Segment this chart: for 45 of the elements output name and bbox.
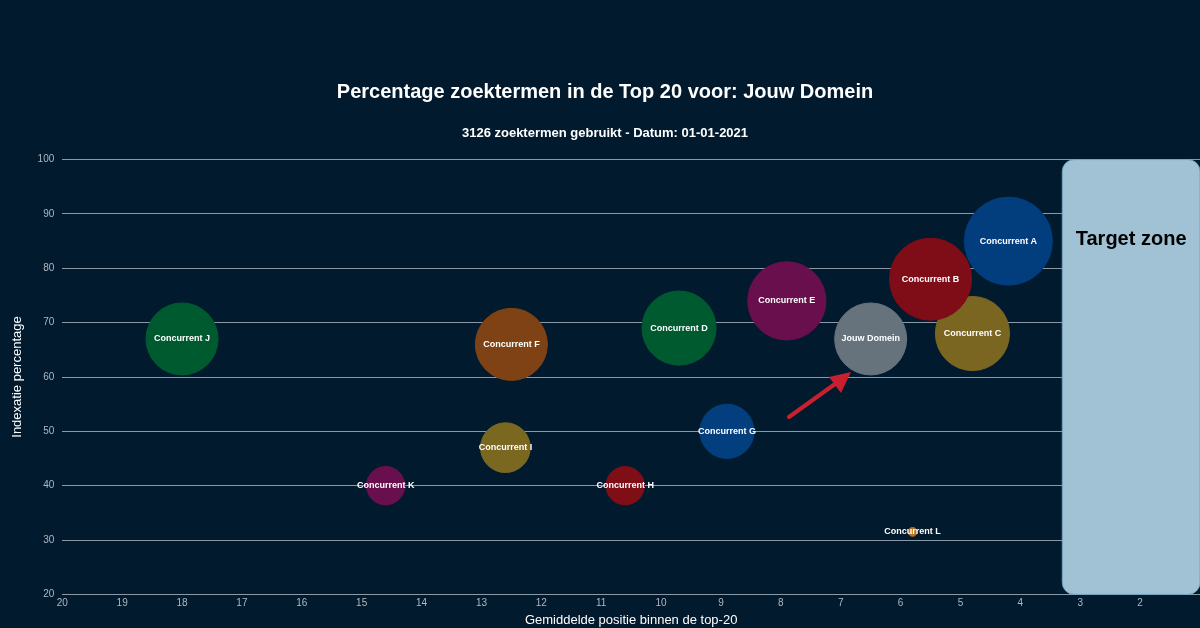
x-tick-label: 3 [1077, 597, 1084, 609]
x-tick-label: 18 [176, 597, 189, 609]
series-label: Concurrent E [758, 295, 816, 306]
series-label: Concurrent D [650, 322, 709, 333]
y-tick-label: 80 [43, 262, 55, 274]
x-tick-label: 12 [535, 597, 548, 609]
x-tick-label: 14 [416, 597, 428, 609]
y-tick-label: 30 [43, 533, 55, 545]
x-tick-label: 11 [596, 597, 607, 609]
x-tick-label: 19 [116, 597, 129, 609]
y-tick-label: 50 [43, 425, 55, 437]
y-axis-title: Indexatie percentage [9, 316, 25, 438]
x-axis-title: Gemiddelde positie binnen de top-20 [524, 611, 738, 627]
y-tick-label: 20 [43, 588, 55, 600]
series-label: Concurrent J [154, 333, 211, 344]
series-label: Jouw Domein [841, 333, 900, 344]
y-tick-label: 60 [43, 370, 55, 382]
x-tick-label: 10 [655, 597, 668, 609]
series-label: Concurrent G [697, 425, 756, 436]
x-tick-label: 20 [56, 597, 69, 609]
y-tick-label: 70 [43, 316, 55, 328]
x-tick-label: 7 [837, 597, 844, 609]
x-tick-label: 4 [1017, 597, 1024, 609]
series-label: Concurrent I [478, 442, 533, 453]
x-tick-label: 17 [236, 597, 248, 609]
x-tick-label: 16 [296, 597, 308, 609]
x-tick-label: 9 [718, 597, 725, 609]
x-tick-label: 2 [1137, 597, 1144, 609]
series-label: Concurrent F [483, 338, 541, 349]
series-label: Concurrent C [943, 328, 1002, 338]
x-tick-label: 15 [356, 597, 368, 609]
y-tick-label: 100 [37, 153, 55, 165]
y-tick-label: 90 [43, 207, 55, 219]
x-tick-label: 8 [778, 597, 785, 609]
series-label: Concurrent K [356, 480, 415, 491]
band-label: Target zone [1075, 227, 1187, 250]
series-label: Concurrent A [979, 235, 1038, 246]
x-tick-label: 5 [957, 597, 964, 609]
x-tick-label: 13 [475, 597, 488, 609]
x-tick-label: 6 [897, 597, 904, 609]
chart-title: Percentage zoektermen in de Top 20 voor: Jouw Domein [336, 79, 874, 102]
y-tick-label: 40 [43, 479, 55, 491]
series-label: Concurrent H [596, 480, 654, 491]
chart-subtitle: 3126 zoektermen gebruikt - Datum: 01-01-2021 [461, 125, 749, 141]
series-label: Concurrent B [901, 273, 960, 284]
